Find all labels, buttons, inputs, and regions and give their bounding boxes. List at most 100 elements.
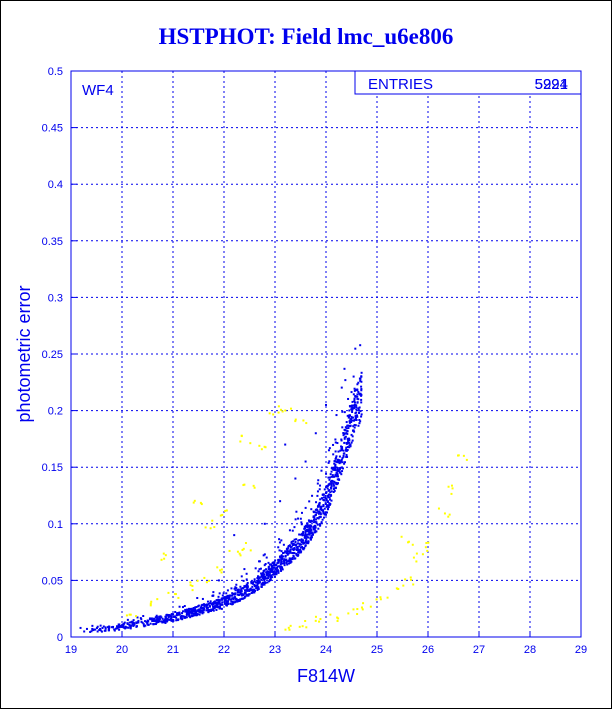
blue-data-point	[98, 628, 101, 631]
blue-data-point	[301, 533, 304, 536]
blue-data-point	[317, 504, 320, 507]
yellow-data-point	[191, 584, 194, 587]
yellow-data-point	[412, 556, 415, 559]
blue-data-point	[304, 506, 307, 509]
yellow-data-point	[135, 615, 138, 618]
blue-data-point	[298, 551, 301, 554]
blue-data-point	[354, 424, 357, 427]
blue-data-point	[346, 430, 349, 433]
yellow-data-point	[174, 592, 177, 595]
blue-data-point	[330, 499, 333, 502]
blue-data-point	[340, 439, 343, 442]
blue-data-point	[265, 571, 268, 574]
blue-data-point	[338, 467, 341, 470]
blue-data-point	[344, 435, 347, 438]
blue-data-point	[199, 611, 202, 614]
blue-data-point	[330, 481, 333, 484]
blue-data-point	[271, 573, 274, 576]
blue-data-point	[141, 621, 144, 624]
blue-data-point	[345, 432, 348, 435]
blue-data-point	[142, 615, 145, 618]
blue-data-point	[200, 607, 203, 610]
yellow-data-point	[289, 624, 292, 627]
yellow-data-point	[224, 509, 227, 512]
blue-data-point	[331, 474, 334, 477]
blue-data-point	[267, 575, 270, 578]
blue-data-point	[304, 532, 307, 535]
blue-data-point	[345, 454, 348, 457]
blue-data-point	[269, 570, 272, 573]
blue-data-point	[218, 602, 221, 605]
blue-data-point	[200, 605, 203, 608]
blue-data-point	[216, 604, 219, 607]
blue-data-point	[324, 497, 327, 500]
blue-data-point	[237, 591, 240, 594]
blue-data-point	[112, 625, 115, 628]
yellow-data-point	[411, 543, 414, 546]
blue-data-point	[154, 616, 157, 619]
stats-box-label: ENTRIES	[368, 76, 433, 93]
blue-data-point	[297, 549, 300, 552]
blue-data-point	[260, 585, 263, 588]
blue-outlier-point	[233, 534, 236, 537]
blue-data-point	[185, 613, 188, 616]
blue-data-point	[335, 455, 338, 458]
yellow-data-point	[448, 513, 451, 516]
yellow-data-point	[149, 602, 152, 605]
blue-data-point	[278, 559, 281, 562]
blue-data-point	[349, 405, 352, 408]
blue-data-point	[320, 509, 323, 512]
blue-data-point	[300, 538, 303, 541]
blue-data-point	[357, 408, 360, 411]
yellow-data-point	[220, 568, 223, 571]
blue-data-point	[298, 543, 301, 546]
blue-data-point	[290, 557, 293, 560]
blue-data-point	[254, 567, 257, 570]
yellow-data-point	[386, 596, 389, 599]
blue-data-point	[168, 618, 171, 621]
yellow-data-point	[225, 509, 228, 512]
blue-data-point	[338, 478, 341, 481]
yellow-data-point	[219, 569, 222, 572]
blue-data-point	[99, 629, 102, 632]
yellow-data-point	[421, 553, 424, 556]
blue-data-point	[260, 578, 263, 581]
yellow-data-point	[164, 554, 167, 557]
yellow-data-point	[281, 410, 284, 413]
blue-data-point	[245, 578, 248, 581]
blue-data-point	[342, 455, 345, 458]
blue-data-point	[289, 544, 292, 547]
blue-data-point	[263, 564, 266, 567]
yellow-data-point	[288, 628, 291, 631]
yellow-data-point	[238, 552, 241, 555]
yellow-data-point	[360, 606, 363, 609]
blue-data-point	[329, 480, 332, 483]
blue-data-point	[287, 550, 290, 553]
blue-data-point	[274, 559, 277, 562]
blue-data-point	[194, 610, 197, 613]
blue-data-point	[353, 400, 356, 403]
blue-data-point	[280, 550, 283, 553]
yellow-data-point	[427, 541, 430, 544]
blue-data-point	[113, 628, 116, 631]
yellow-data-point	[242, 547, 245, 550]
blue-data-point	[142, 624, 145, 627]
blue-data-point	[303, 547, 306, 550]
blue-data-point	[355, 408, 358, 411]
blue-data-point	[336, 467, 339, 470]
blue-data-point	[284, 550, 287, 553]
blue-data-point	[293, 526, 296, 529]
yellow-data-point	[409, 576, 412, 579]
blue-data-point	[282, 555, 285, 558]
blue-data-point	[135, 625, 138, 628]
blue-data-point	[262, 570, 265, 573]
blue-data-point	[288, 529, 291, 532]
blue-data-point	[308, 520, 311, 523]
blue-data-point	[285, 561, 288, 564]
blue-data-point	[93, 628, 96, 631]
blue-data-point	[335, 460, 338, 463]
blue-data-point	[225, 595, 228, 598]
blue-data-point	[352, 375, 355, 378]
blue-data-point	[206, 600, 209, 603]
blue-data-point	[303, 525, 306, 528]
